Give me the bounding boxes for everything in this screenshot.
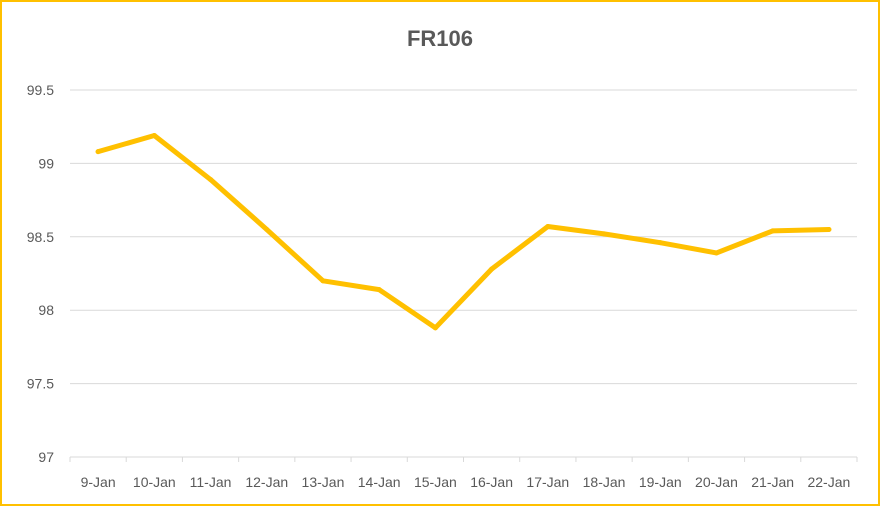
data-point [208, 177, 214, 183]
series-line [95, 133, 832, 331]
series-layer [95, 133, 832, 331]
data-point [264, 226, 270, 232]
y-tick-label: 98.5 [27, 229, 54, 245]
x-tick-label: 19-Jan [639, 474, 682, 490]
data-point [657, 240, 663, 246]
data-point [489, 266, 495, 272]
gridlines [69, 89, 858, 462]
data-point [151, 133, 157, 139]
x-tick-label: 15-Jan [414, 474, 457, 490]
data-point [826, 226, 832, 232]
y-tick-label: 97 [38, 449, 54, 465]
data-point [432, 325, 438, 331]
x-axis-ticks: 9-Jan 10-Jan 11-Jan 12-Jan 13-Jan 14-Jan 15-Ja… [81, 474, 851, 490]
x-tick-label: 21-Jan [751, 474, 794, 490]
data-point [545, 224, 551, 230]
x-tick-label: 11-Jan [190, 474, 232, 490]
data-point [320, 278, 326, 284]
x-tick-label: 20-Jan [695, 474, 738, 490]
x-tick-label: 14-Jan [358, 474, 401, 490]
y-axis-ticks: 97 97.5 98 98.5 99 99.5 [27, 82, 54, 465]
data-point [770, 228, 776, 234]
y-tick-label: 99 [38, 155, 54, 171]
data-point [95, 149, 101, 155]
x-tick-label: 13-Jan [302, 474, 345, 490]
x-tick-label: 12-Jan [245, 474, 288, 490]
data-point [713, 250, 719, 256]
chart-title: FR106 [406, 26, 474, 51]
x-tick-label: 18-Jan [583, 474, 626, 490]
x-tick-label: 10-Jan [133, 474, 176, 490]
data-point [376, 287, 382, 293]
x-tick-label: 22-Jan [807, 474, 850, 490]
x-tick-label: 9-Jan [81, 474, 116, 490]
x-tick-label: 17-Jan [526, 474, 569, 490]
y-tick-label: 99.5 [27, 82, 54, 98]
y-tick-label: 97.5 [27, 376, 54, 392]
x-tick-label: 16-Jan [470, 474, 513, 490]
data-point [601, 231, 607, 237]
y-tick-label: 98 [38, 302, 54, 318]
